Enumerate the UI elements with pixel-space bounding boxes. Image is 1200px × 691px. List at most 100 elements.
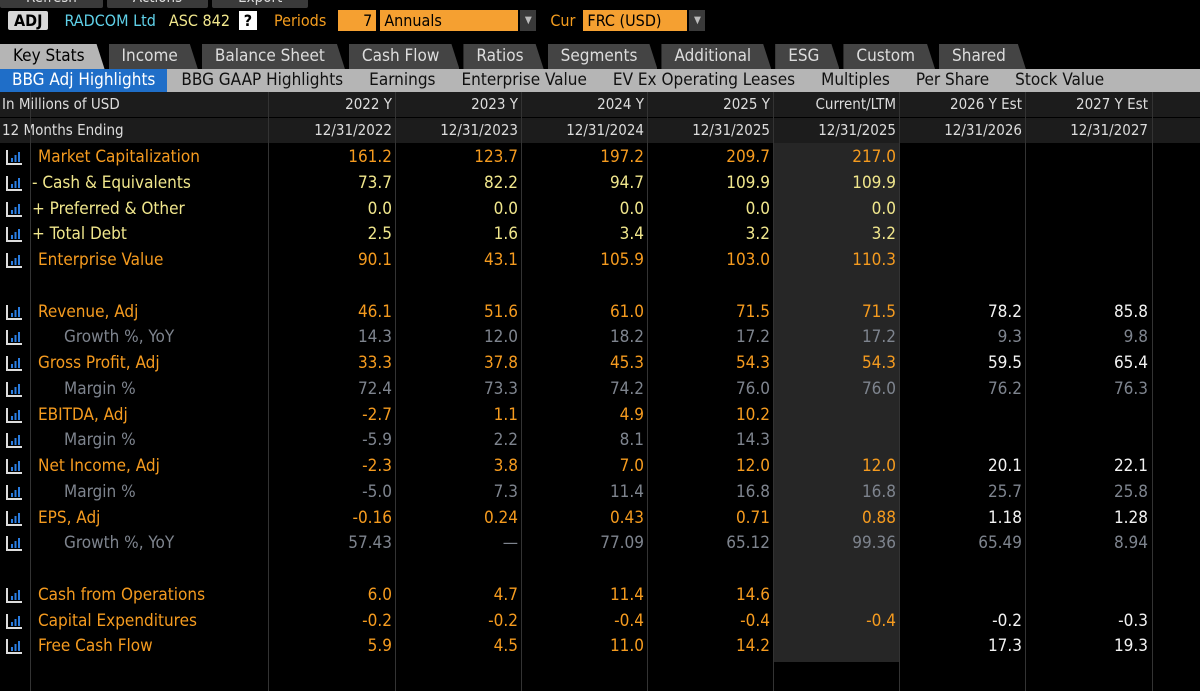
subtab-per-share[interactable]: Per Share [915, 70, 990, 90]
tab-ratios[interactable]: Ratios [463, 44, 543, 69]
chart-icon[interactable] [6, 536, 22, 552]
cell-value: 8.1 [619, 430, 644, 451]
row-label[interactable]: Capital Expenditures [38, 610, 197, 631]
chart-icon[interactable] [6, 356, 22, 371]
chevron-down-icon[interactable]: ▼ [520, 9, 537, 31]
chart-icon[interactable] [6, 381, 22, 397]
row-label[interactable]: Growth %, YoY [64, 533, 175, 554]
cell-value: 14.3 [735, 430, 770, 451]
cell-value: 9.8 [1123, 327, 1148, 348]
row-label[interactable]: Net Income, Adj [38, 456, 160, 476]
units-label: In Millions of USD [2, 95, 120, 113]
chart-icon[interactable] [6, 587, 22, 603]
cell-value: 16.8 [861, 481, 896, 502]
row-label[interactable]: Gross Profit, Adj [38, 353, 160, 373]
cell-value: 5.9 [367, 636, 392, 657]
chart-icon[interactable] [6, 330, 22, 346]
subtab-enterprise-value[interactable]: Enterprise Value [461, 70, 587, 90]
chart-icon[interactable] [6, 484, 22, 500]
adj-button[interactable]: ADJ [8, 10, 49, 30]
subtab-bbg-gaap-highlights[interactable]: BBG GAAP Highlights [181, 70, 344, 90]
tab-key-stats[interactable]: Key Stats [0, 44, 105, 69]
tab-additional[interactable]: Additional [661, 44, 771, 69]
period-type-select[interactable]: Annuals [380, 9, 519, 31]
chart-icon[interactable] [6, 227, 22, 243]
chevron-down-icon[interactable]: ▼ [689, 9, 706, 31]
column-period[interactable]: 2027 Y Est [1076, 95, 1148, 113]
column-divider [1025, 92, 1026, 691]
column-period[interactable]: 2022 Y [345, 95, 392, 113]
row-label[interactable]: Margin % [64, 430, 136, 451]
cell-value: 73.7 [357, 172, 392, 193]
cell-value: 1.18 [987, 507, 1022, 528]
company-name[interactable]: RADCOM Ltd [64, 10, 156, 30]
column-period[interactable]: 2024 Y [597, 95, 644, 113]
cell-value: -0.4 [866, 610, 896, 631]
chart-icon[interactable] [6, 407, 22, 423]
refresh-button[interactable]: Refresh [0, 0, 103, 8]
header-period-row: In Millions of USD 2022 Y 2023 Y 2024 Y 202… [0, 92, 1200, 117]
table-row: Revenue, Adj 46.1 51.6 61.0 71.5 71.5 78.2 85.8 [0, 300, 1200, 326]
chart-icon[interactable] [6, 150, 22, 165]
column-period[interactable]: 2026 Y Est [950, 95, 1022, 113]
column-period[interactable]: Current/LTM [815, 95, 896, 113]
subtab-earnings[interactable]: Earnings [369, 70, 436, 90]
row-label[interactable]: Free Cash Flow [38, 636, 153, 657]
subtab-multiples[interactable]: Multiples [821, 70, 890, 90]
chart-icon[interactable] [6, 175, 22, 191]
chart-icon[interactable] [6, 613, 22, 629]
row-label[interactable]: - Cash & Equivalents [32, 172, 191, 193]
chart-icon[interactable] [6, 201, 22, 217]
cell-value: -0.2 [992, 610, 1022, 631]
currency-select[interactable]: FRC (USD) [583, 9, 688, 31]
subtab-stock-value[interactable]: Stock Value [1015, 70, 1105, 90]
row-label[interactable]: EPS, Adj [38, 507, 101, 528]
row-label[interactable]: + Total Debt [32, 224, 127, 245]
subtab-bbg-adj-highlights[interactable]: BBG Adj Highlights [0, 69, 168, 92]
tab-custom[interactable]: Custom [843, 44, 935, 69]
row-label[interactable]: Margin % [64, 378, 136, 399]
help-icon[interactable]: ? [238, 10, 257, 30]
chart-icon[interactable] [6, 433, 22, 449]
chart-icon[interactable] [6, 304, 22, 320]
cell-value: -0.2 [362, 610, 392, 631]
subtab-ev-ex-operating-leases[interactable]: EV Ex Operating Leases [612, 70, 796, 90]
tab-cash-flow[interactable]: Cash Flow [349, 44, 460, 69]
tab-balance-sheet[interactable]: Balance Sheet [202, 44, 345, 69]
cell-value: 4.9 [619, 404, 644, 425]
chart-icon[interactable] [6, 510, 22, 526]
cell-value: 109.9 [852, 172, 896, 193]
row-label[interactable]: + Preferred & Other [32, 198, 185, 219]
periods-input[interactable]: 7 [338, 9, 377, 31]
row-label[interactable]: Margin % [64, 481, 136, 502]
tab-segments[interactable]: Segments [548, 44, 658, 69]
row-label[interactable]: Revenue, Adj [38, 301, 139, 322]
cell-value: 4.5 [493, 636, 518, 657]
table-row: + Preferred & Other 0.0 0.0 0.0 0.0 0.0 [0, 197, 1200, 223]
tab-income[interactable]: Income [109, 44, 198, 69]
cell-value: 197.2 [600, 147, 644, 167]
chart-icon[interactable] [6, 639, 22, 655]
row-label[interactable]: Cash from Operations [38, 584, 206, 605]
column-period[interactable]: 2023 Y [471, 95, 518, 113]
column-date: 12/31/2025 [692, 121, 770, 139]
cell-value: 45.3 [609, 353, 644, 373]
column-divider [395, 92, 396, 691]
column-period[interactable]: 2025 Y [723, 95, 770, 113]
row-label[interactable]: Enterprise Value [38, 250, 164, 270]
cell-value: 12.0 [483, 327, 518, 348]
row-label[interactable]: Market Capitalization [38, 147, 200, 167]
tab-shared[interactable]: Shared [939, 44, 1026, 69]
chart-icon[interactable] [6, 459, 22, 474]
cell-value: 20.1 [987, 456, 1022, 476]
cell-value: 46.1 [357, 301, 392, 322]
cell-value: 14.2 [735, 636, 770, 657]
chart-icon[interactable] [6, 253, 22, 268]
periods-label: Periods [273, 10, 327, 30]
actions-button[interactable]: Actions [106, 0, 209, 8]
row-label[interactable]: Growth %, YoY [64, 327, 175, 348]
tab-esg[interactable]: ESG [775, 44, 839, 69]
row-label[interactable]: EBITDA, Adj [38, 404, 128, 425]
cell-value: 61.0 [609, 301, 644, 322]
export-button[interactable]: Export [212, 0, 309, 8]
